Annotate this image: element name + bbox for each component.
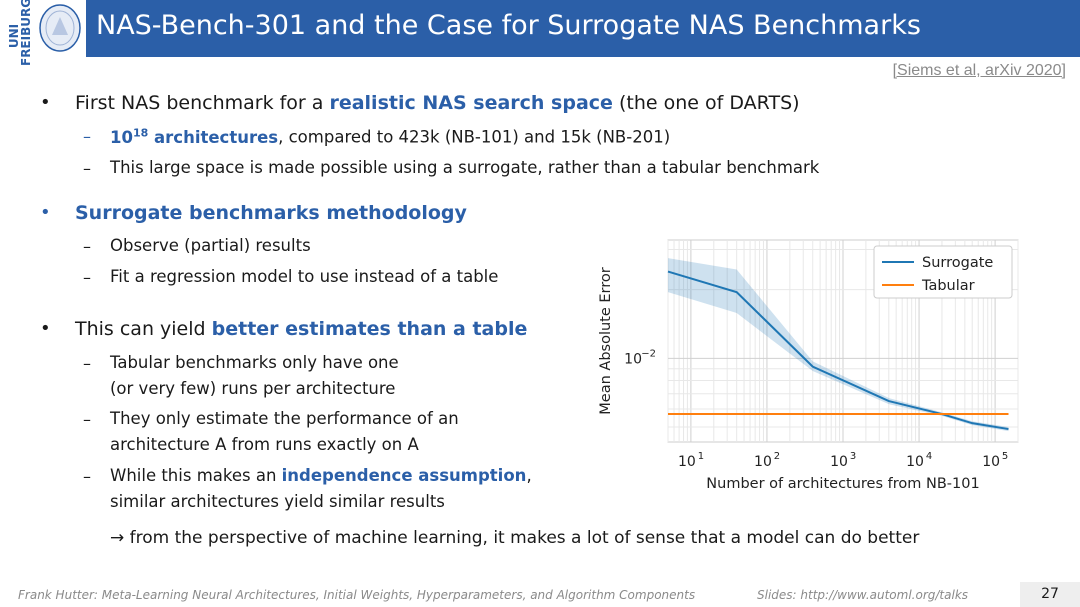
x-tick-label: 10 bbox=[830, 454, 848, 470]
footer-slides-link[interactable]: Slides: http://www.automl.org/talks bbox=[757, 588, 969, 602]
y-tick-label-exponent: −2 bbox=[641, 348, 656, 359]
bullet-3-sub-2-line-1: They only estimate the performance of an bbox=[110, 409, 459, 428]
bullet-3-sub-3-post: , bbox=[526, 466, 532, 485]
legend-entry: Surrogate bbox=[922, 255, 993, 271]
x-tick-label-exponent: 4 bbox=[926, 451, 932, 462]
bullet-1-sub-1: 1018 architectures, compared to 423k (NB… bbox=[110, 126, 670, 147]
x-tick-label: 10 bbox=[982, 454, 1000, 470]
bullet-3-pre: This can yield bbox=[75, 318, 212, 340]
bullet-3-sub-1-line-1: Tabular benchmarks only have one bbox=[110, 353, 399, 372]
dash-marker: – bbox=[83, 127, 91, 146]
bullet-2-sub-2: Fit a regression model to use instead of… bbox=[110, 267, 499, 286]
series-line-surrogate bbox=[667, 270, 1009, 431]
slide-header: UNI FREIBURG NAS-Bench-301 and the Case … bbox=[0, 0, 1080, 66]
independence-assumption-highlight: independence assumption bbox=[281, 466, 527, 485]
x-tick-label-exponent: 3 bbox=[850, 451, 856, 462]
dash-marker: – bbox=[83, 467, 91, 486]
x-tick-label: 10 bbox=[678, 454, 696, 470]
dash-marker: – bbox=[83, 354, 91, 373]
dash-marker: – bbox=[83, 159, 91, 178]
architectures-count-highlight: 1018 architectures bbox=[110, 126, 279, 147]
bullet-1-post: (the one of DARTS) bbox=[612, 92, 800, 114]
dash-marker: – bbox=[83, 237, 91, 256]
conclusion-text: → from the perspective of machine learni… bbox=[110, 528, 920, 548]
legend-entry: Tabular bbox=[921, 278, 975, 294]
y-tick-label: 10 bbox=[624, 351, 642, 367]
bullet-marker: • bbox=[40, 92, 51, 113]
bullet-3-sub-2-line-2: architecture A from runs exactly on A bbox=[110, 435, 419, 454]
citation-link[interactable]: [Siems et al, arXiv 2020] bbox=[892, 62, 1066, 79]
x-axis-label: Number of architectures from NB-101 bbox=[706, 476, 979, 492]
bullet-2-title: Surrogate benchmarks methodology bbox=[75, 202, 467, 224]
y-axis-label: Mean Absolute Error bbox=[598, 267, 614, 414]
x-tick-label-exponent: 1 bbox=[698, 451, 704, 462]
page-number: 27 bbox=[1020, 582, 1080, 607]
logo-text: UNI FREIBURG bbox=[7, 0, 33, 66]
slide-footer: Frank Hutter: Meta-Learning Neural Archi… bbox=[0, 580, 1080, 607]
bullet-1-pre: First NAS benchmark for a bbox=[75, 92, 330, 114]
bullet-3-highlight: better estimates than a table bbox=[211, 318, 528, 340]
dash-marker: – bbox=[83, 268, 91, 287]
university-logo: UNI FREIBURG bbox=[0, 0, 86, 66]
x-tick-label: 10 bbox=[906, 454, 924, 470]
bullet-marker: • bbox=[40, 318, 51, 339]
slide-title: NAS-Bench-301 and the Case for Surrogate… bbox=[96, 10, 921, 41]
university-seal-icon bbox=[39, 4, 81, 52]
dash-marker: – bbox=[83, 410, 91, 429]
bullet-3-sub-3-pre: While this makes an bbox=[110, 466, 282, 485]
x-tick-label: 10 bbox=[754, 454, 772, 470]
footer-author-title: Frank Hutter: Meta-Learning Neural Archi… bbox=[18, 588, 696, 602]
bullet-1-sub-2: This large space is made possible using … bbox=[110, 158, 820, 177]
x-tick-label-exponent: 2 bbox=[774, 451, 780, 462]
bullet-1-highlight: realistic NAS search space bbox=[329, 92, 613, 114]
series-band-surrogate bbox=[668, 258, 1009, 432]
x-tick-label-exponent: 5 bbox=[1002, 451, 1008, 462]
bullet-3-text: This can yield better estimates than a t… bbox=[75, 318, 527, 340]
bullet-3-sub-3-line-2: similar architectures yield similar resu… bbox=[110, 492, 445, 511]
bullet-2-sub-1: Observe (partial) results bbox=[110, 236, 311, 255]
bullet-1-text: First NAS benchmark for a realistic NAS … bbox=[75, 92, 800, 114]
bullet-3-sub-3-line-1: While this makes an independence assumpt… bbox=[110, 466, 532, 485]
bullet-3-sub-1-line-2: (or very few) runs per architecture bbox=[110, 379, 396, 398]
bullet-marker: • bbox=[40, 202, 51, 223]
bullet-1-sub-1-post: , compared to 423k (NB-101) and 15k (NB-… bbox=[278, 127, 671, 147]
